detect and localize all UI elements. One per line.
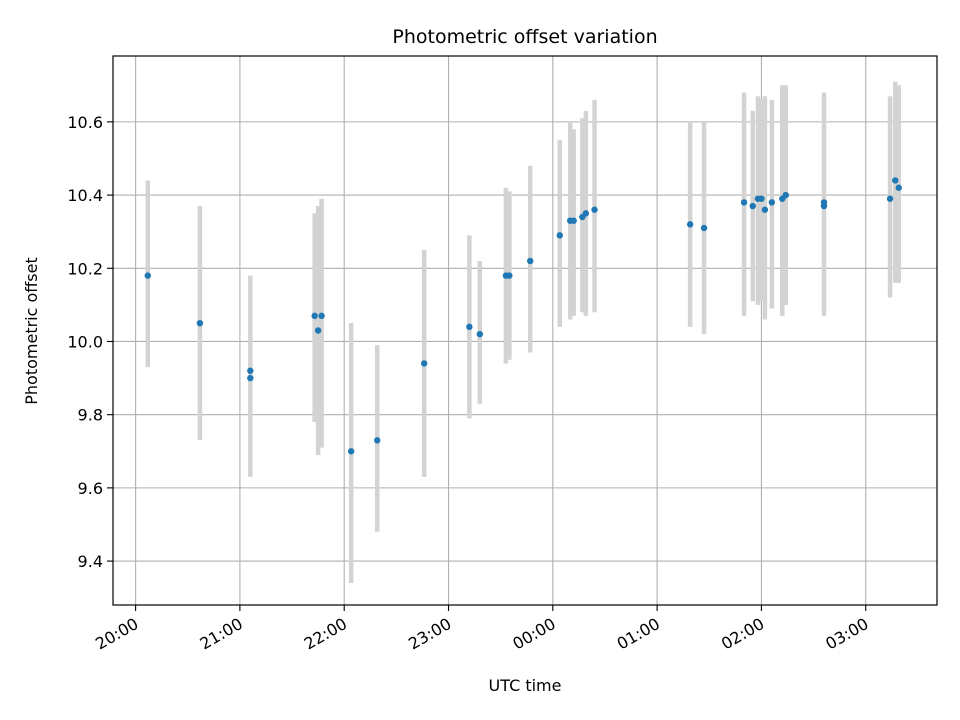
data-point (768, 199, 776, 206)
data-point (582, 210, 590, 217)
y-tick-label: 9.4 (78, 552, 103, 571)
y-tick-label: 9.8 (78, 406, 103, 425)
data-point (506, 272, 513, 279)
y-tick-label: 9.6 (78, 479, 103, 498)
x-axis-title: UTC time (489, 676, 562, 695)
data-point (686, 221, 694, 228)
data-point (570, 217, 577, 224)
data-point (591, 206, 598, 213)
y-axis-title: Photometric offset (22, 257, 41, 405)
data-point (556, 232, 563, 239)
data-point (700, 224, 708, 232)
data-point (466, 323, 473, 331)
data-point (761, 206, 769, 213)
plot-frame (112, 55, 938, 606)
data-point (895, 184, 902, 191)
data-point (374, 437, 381, 444)
y-tick-label: 10.0 (67, 332, 103, 351)
data-point (749, 202, 756, 210)
data-point (476, 330, 484, 338)
data-point (758, 195, 765, 202)
data-point (247, 367, 254, 374)
data-point (892, 177, 899, 184)
data-point (527, 257, 534, 265)
data-point (820, 202, 828, 210)
data-point (886, 195, 894, 202)
data-point (740, 199, 748, 206)
data-point (420, 360, 428, 367)
grid (113, 56, 937, 605)
data-point (318, 312, 325, 320)
data-point (311, 312, 318, 320)
y-tick-label: 10.2 (67, 259, 103, 278)
chart-title: Photometric offset variation (392, 26, 657, 48)
data-point (347, 448, 355, 455)
y-axis: 9.4 9.6 9.8 10.0 10.2 10.4 10.6 (67, 113, 113, 571)
data-point (144, 272, 151, 279)
y-tick-label: 10.4 (67, 186, 103, 205)
data-point (196, 319, 204, 327)
data-point (782, 191, 789, 199)
data-point (247, 374, 254, 382)
data-points (144, 177, 902, 455)
data-point (314, 327, 322, 334)
y-tick-label: 10.6 (67, 113, 103, 132)
